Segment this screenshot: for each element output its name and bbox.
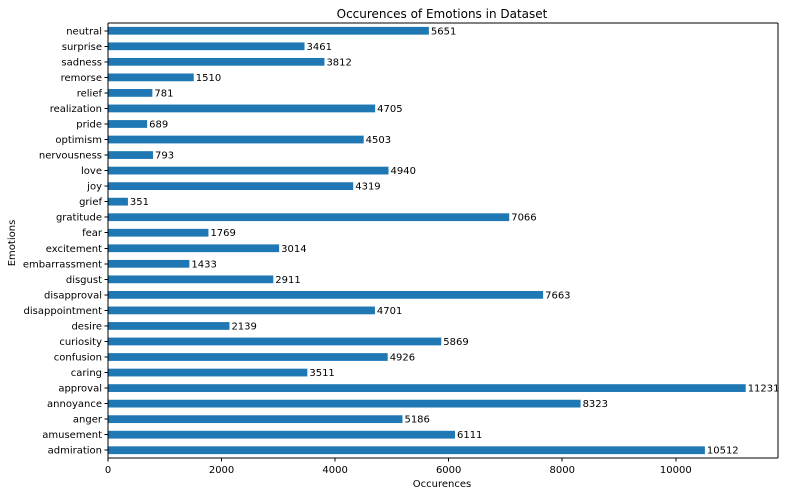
bar-sadness	[108, 57, 325, 66]
data-label-pride: 689	[149, 119, 168, 130]
bar-nervousness	[108, 151, 154, 159]
data-label-annoyance: 8323	[583, 399, 608, 410]
bar-excitement	[108, 244, 280, 253]
data-label-surprise: 3461	[307, 42, 332, 53]
y-tick-label-disapproval: disapproval	[44, 290, 102, 301]
y-tick-label-embarrassment: embarrassment	[23, 259, 102, 270]
bar-pride	[108, 120, 148, 128]
bar-disgust	[108, 275, 274, 284]
bar-approval	[108, 384, 746, 392]
y-tick-label-desire: desire	[71, 321, 102, 332]
data-label-excitement: 3014	[281, 244, 306, 255]
y-tick-label-realization: realization	[50, 104, 102, 115]
data-label-grief: 351	[130, 197, 149, 208]
y-tick-label-curiosity: curiosity	[59, 337, 102, 348]
bar-amusement	[108, 430, 455, 439]
bar-anger	[108, 415, 403, 424]
y-tick-label-caring: caring	[71, 368, 102, 379]
data-label-admiration: 10512	[707, 446, 739, 457]
y-tick-label-neutral: neutral	[66, 26, 102, 37]
y-axis-ticks: admiration amusement anger annoyance approva…	[23, 26, 108, 457]
data-label-sadness: 3812	[326, 57, 351, 68]
y-tick-label-anger: anger	[73, 415, 103, 426]
data-label-fear: 1769	[210, 228, 235, 239]
data-label-gratitude: 7066	[511, 213, 536, 224]
y-tick-label-relief: relief	[77, 88, 103, 99]
data-label-embarrassment: 1433	[191, 259, 216, 270]
data-label-joy: 4319	[355, 182, 380, 193]
bar-disapproval	[108, 290, 544, 299]
data-label-disappointment: 4701	[377, 306, 402, 317]
bar-love	[108, 166, 389, 175]
y-tick-label-admiration: admiration	[48, 446, 102, 457]
bar-neutral	[108, 26, 429, 35]
data-label-neutral: 5651	[431, 26, 456, 37]
y-tick-label-grief: grief	[79, 197, 102, 208]
data-label-confusion: 4926	[390, 353, 415, 364]
bar-embarrassment	[108, 259, 190, 268]
y-tick-label-surprise: surprise	[62, 42, 102, 53]
bar-admiration	[108, 446, 705, 455]
y-tick-label-love: love	[81, 166, 102, 177]
data-label-desire: 2139	[231, 321, 256, 332]
y-tick-label-excitement: excitement	[46, 244, 102, 255]
x-tick-label-2000: 2000	[209, 465, 234, 476]
bar-annoyance	[108, 399, 581, 408]
data-label-optimism: 4503	[366, 135, 391, 146]
bar-relief	[108, 89, 153, 97]
y-tick-label-joy: joy	[86, 182, 102, 193]
x-axis-label: Occurences	[413, 479, 471, 490]
data-label-disgust: 2911	[275, 275, 300, 286]
plot-area: 10512 6111 5186 8323 11231 3511 4926 5869 2139 47…	[108, 26, 780, 457]
x-tick-label-0: 0	[105, 465, 111, 476]
bar-grief	[108, 197, 128, 206]
y-tick-label-pride: pride	[76, 119, 102, 130]
y-tick-label-annoyance: annoyance	[47, 399, 102, 410]
bar-caring	[108, 368, 308, 377]
data-label-realization: 4705	[377, 104, 402, 115]
data-label-approval: 11231	[748, 384, 780, 395]
data-label-anger: 5186	[404, 415, 429, 426]
x-axis-ticks: 0 2000 4000 6000 8000 10000	[105, 458, 692, 476]
y-tick-label-amusement: amusement	[42, 430, 102, 441]
y-tick-label-confusion: confusion	[54, 353, 102, 364]
y-tick-label-gratitude: gratitude	[56, 213, 102, 224]
chart-title: Occurences of Emotions in Dataset	[337, 7, 548, 21]
y-tick-label-remorse: remorse	[61, 73, 102, 84]
bar-realization	[108, 104, 376, 113]
y-tick-label-nervousness: nervousness	[39, 151, 102, 162]
data-label-relief: 781	[154, 88, 173, 99]
bar-remorse	[108, 73, 194, 82]
y-tick-label-sadness: sadness	[61, 57, 102, 68]
bar-fear	[108, 228, 209, 237]
data-label-caring: 3511	[309, 368, 334, 379]
x-tick-label-10000: 10000	[660, 465, 692, 476]
bar-confusion	[108, 353, 388, 361]
bar-curiosity	[108, 337, 442, 346]
y-tick-label-disgust: disgust	[66, 275, 102, 286]
x-tick-label-8000: 8000	[550, 465, 575, 476]
data-label-curiosity: 5869	[443, 337, 468, 348]
bar-optimism	[108, 135, 364, 144]
data-label-nervousness: 793	[155, 151, 174, 162]
bar-joy	[108, 182, 354, 191]
bar-desire	[108, 322, 230, 330]
y-tick-label-disappointment: disappointment	[24, 306, 103, 317]
data-label-amusement: 6111	[457, 430, 482, 441]
y-tick-label-optimism: optimism	[55, 135, 102, 146]
y-tick-label-fear: fear	[82, 228, 103, 239]
x-tick-label-6000: 6000	[436, 465, 461, 476]
data-label-disapproval: 7663	[545, 290, 570, 301]
y-axis-label: Emotions	[7, 220, 18, 267]
data-label-love: 4940	[390, 166, 415, 177]
y-tick-label-approval: approval	[58, 384, 102, 395]
bar-surprise	[108, 42, 305, 51]
data-label-remorse: 1510	[196, 73, 221, 84]
x-tick-label-4000: 4000	[322, 465, 347, 476]
bar-disappointment	[108, 306, 375, 315]
bar-gratitude	[108, 213, 510, 222]
